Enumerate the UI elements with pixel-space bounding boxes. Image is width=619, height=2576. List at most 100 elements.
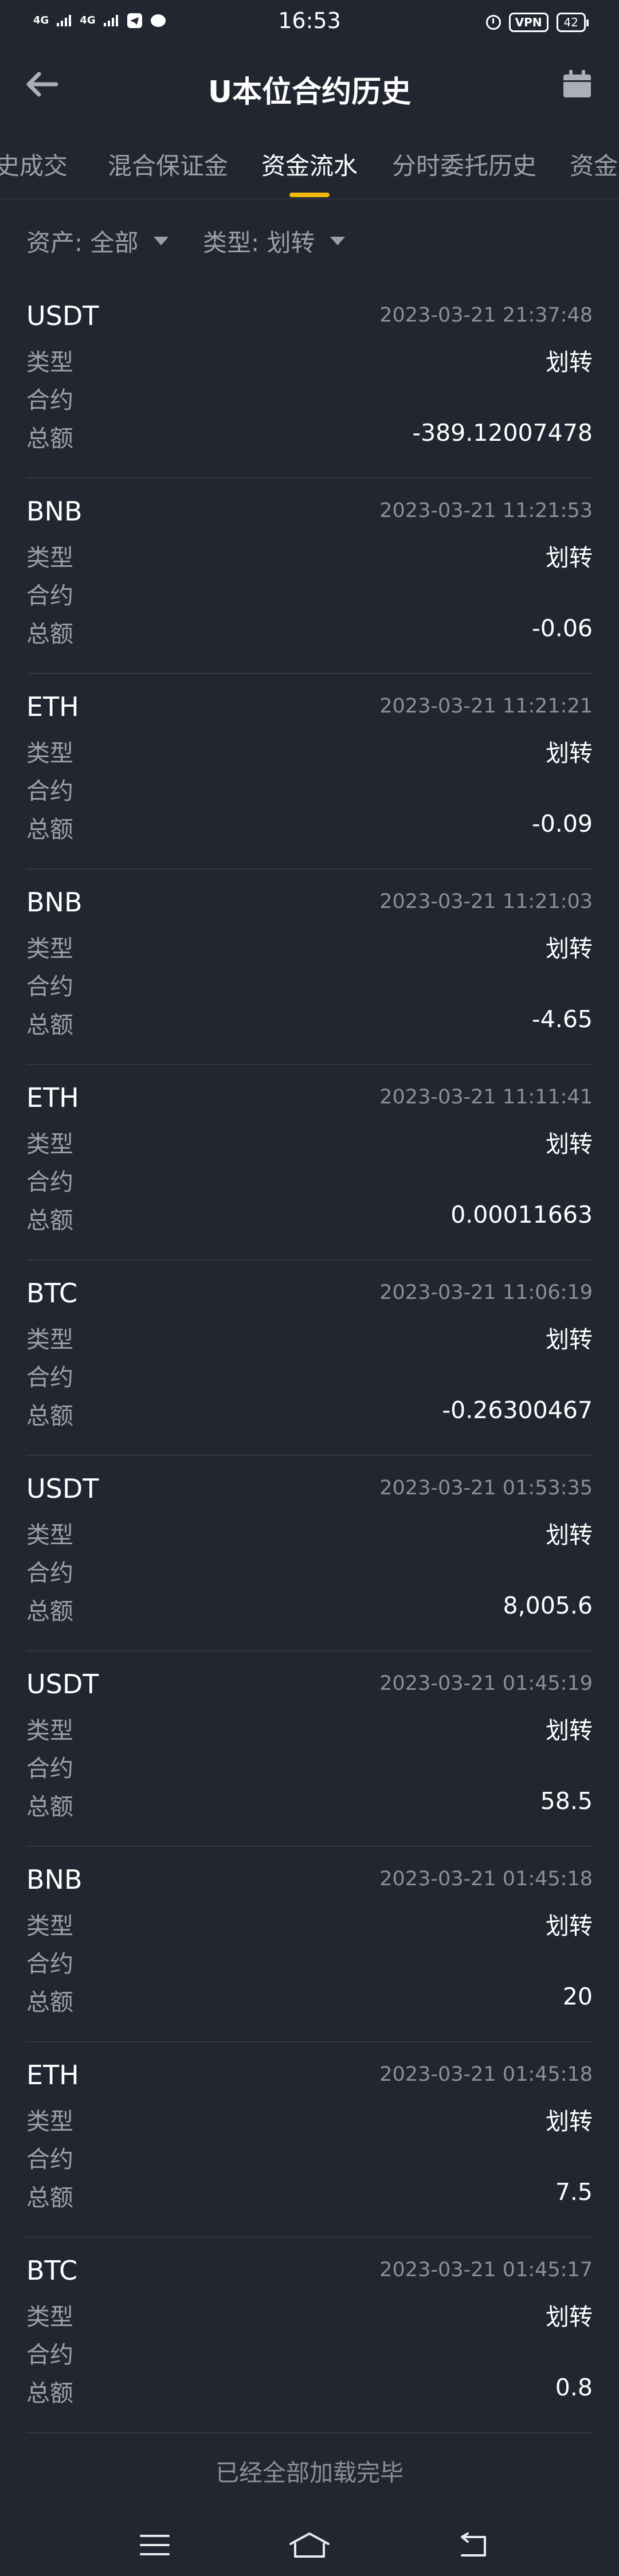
record-time: 2023-03-21 11:06:19 [379, 1281, 593, 1304]
fund-flow-record: USDT 2023-03-21 01:53:35 类型 划转 合约 总额 8,005.6 [0, 1456, 619, 1651]
tab-timed-orders[interactable]: 分时委托历史 [392, 152, 537, 180]
asset-filter-dropdown[interactable]: 资产: 全部 [26, 224, 169, 259]
tab-trade-history[interactable]: 史成交 [0, 152, 68, 180]
total-value: 20 [562, 1983, 593, 2010]
record-type-row: 类型 划转 [26, 1906, 593, 1941]
record-asset: ETH [26, 2060, 79, 2090]
total-value: -0.26300467 [442, 1396, 593, 1424]
contract-label: 合约 [26, 386, 73, 414]
total-value: 7.5 [555, 2178, 593, 2206]
contract-label: 合约 [26, 1168, 73, 1196]
contract-label: 合约 [26, 1364, 73, 1391]
record-asset: BNB [26, 1864, 83, 1895]
record-type-row: 类型 划转 [26, 1125, 593, 1159]
record-time: 2023-03-21 01:53:35 [379, 1477, 593, 1500]
total-label: 总额 [26, 1207, 73, 1234]
type-label: 类型 [26, 1717, 73, 1744]
type-value: 划转 [546, 544, 593, 571]
contract-label: 合约 [26, 1755, 73, 1782]
fund-flow-record: USDT 2023-03-21 21:37:48 类型 划转 合约 总额 -389.1200… [0, 283, 619, 479]
back-nav-icon [461, 2532, 486, 2557]
record-contract-row: 合约 [26, 1944, 593, 1979]
back-nav-button[interactable] [449, 2528, 495, 2562]
record-asset: BTC [26, 2255, 78, 2286]
record-contract-row: 合约 [26, 967, 593, 1001]
record-type-row: 类型 划转 [26, 2102, 593, 2136]
record-type-row: 类型 划转 [26, 929, 593, 964]
record-asset: BTC [26, 1278, 78, 1309]
record-total-row: 总额 -4.65 [26, 1005, 593, 1040]
total-label: 总额 [26, 2379, 73, 2407]
caret-down-icon [153, 237, 169, 245]
type-filter-dropdown[interactable]: 类型: 划转 [203, 224, 345, 259]
total-label: 总额 [26, 816, 73, 843]
record-contract-row: 合约 [26, 2140, 593, 2174]
type-value: 划转 [546, 1326, 593, 1353]
asset-filter-label: 资产: 全部 [26, 229, 139, 257]
divider [26, 477, 593, 479]
divider [26, 2041, 593, 2042]
record-time: 2023-03-21 11:21:53 [379, 499, 593, 522]
status-bar: 4G 4G 16:53 VPN 42 [0, 0, 619, 48]
contract-label: 合约 [26, 2341, 73, 2368]
signal-bars-icon [57, 15, 72, 26]
status-right: VPN 42 [485, 13, 589, 32]
record-asset: BNB [26, 887, 83, 918]
divider [26, 1846, 593, 1847]
tab-funds[interactable]: 资金 [570, 152, 618, 180]
arrow-left-icon [26, 72, 58, 97]
fund-flow-record: BTC 2023-03-21 11:06:19 类型 划转 合约 总额 -0.2630046… [0, 1260, 619, 1456]
filter-bar: 资产: 全部 类型: 划转 [0, 199, 619, 282]
home-nav-button[interactable] [287, 2528, 332, 2562]
record-total-row: 总额 8,005.6 [26, 1592, 593, 1626]
type-label: 类型 [26, 935, 73, 962]
type-label: 类型 [26, 1130, 73, 1158]
record-time: 2023-03-21 21:37:48 [379, 304, 593, 327]
tab-mixed-margin[interactable]: 混合保证金 [108, 152, 229, 180]
total-label: 总额 [26, 1598, 73, 1625]
vpn-badge: VPN [508, 13, 549, 32]
type-label: 类型 [26, 349, 73, 376]
record-type-row: 类型 划转 [26, 1320, 593, 1354]
tab-fund-flow[interactable]: 资金流水 [261, 152, 358, 180]
type-value: 划转 [546, 739, 593, 767]
fund-flow-record: ETH 2023-03-21 01:45:18 类型 划转 合约 总额 7.5 [0, 2042, 619, 2238]
record-asset: USDT [26, 300, 99, 331]
divider [26, 1259, 593, 1260]
record-total-row: 总额 7.5 [26, 2178, 593, 2213]
contract-label: 合约 [26, 777, 73, 805]
type-value: 划转 [546, 2303, 593, 2331]
telegram-icon [127, 13, 142, 28]
record-contract-row: 合约 [26, 2335, 593, 2370]
record-total-row: 总额 -0.09 [26, 810, 593, 844]
record-total-row: 总额 58.5 [26, 1787, 593, 1822]
record-contract-row: 合约 [26, 576, 593, 610]
record-type-row: 类型 划转 [26, 1711, 593, 1745]
menu-icon [140, 2535, 170, 2555]
back-button[interactable] [22, 64, 62, 104]
fund-flow-record: ETH 2023-03-21 11:11:41 类型 划转 合约 总额 0.00011663 [0, 1065, 619, 1260]
tab-bar: 史成交 混合保证金 资金流水 分时委托历史 资金 [0, 125, 619, 199]
status-time: 16:53 [278, 8, 341, 33]
divider [26, 2432, 593, 2433]
contract-label: 合约 [26, 2146, 73, 2173]
record-contract-row: 合约 [26, 1358, 593, 1392]
record-asset: ETH [26, 1082, 79, 1113]
type-label: 类型 [26, 544, 73, 571]
page-title: U本位合约历史 [207, 75, 412, 109]
total-value: 8,005.6 [503, 1592, 593, 1619]
calendar-icon [563, 70, 591, 97]
contract-label: 合约 [26, 1559, 73, 1587]
fund-flow-record: BNB 2023-03-21 11:21:03 类型 划转 合约 总额 -4.65 [0, 870, 619, 1065]
type-filter-label: 类型: 划转 [203, 229, 315, 257]
calendar-button[interactable] [557, 64, 597, 104]
record-total-row: 总额 -389.12007478 [26, 419, 593, 453]
record-time: 2023-03-21 01:45:17 [379, 2258, 593, 2281]
menu-nav-button[interactable] [132, 2528, 178, 2562]
record-total-row: 总额 0.8 [26, 2374, 593, 2408]
record-total-row: 总额 -0.06 [26, 614, 593, 649]
battery-indicator: 42 [556, 13, 589, 32]
total-label: 总额 [26, 1011, 73, 1039]
divider [26, 2237, 593, 2238]
record-type-row: 类型 划转 [26, 734, 593, 768]
